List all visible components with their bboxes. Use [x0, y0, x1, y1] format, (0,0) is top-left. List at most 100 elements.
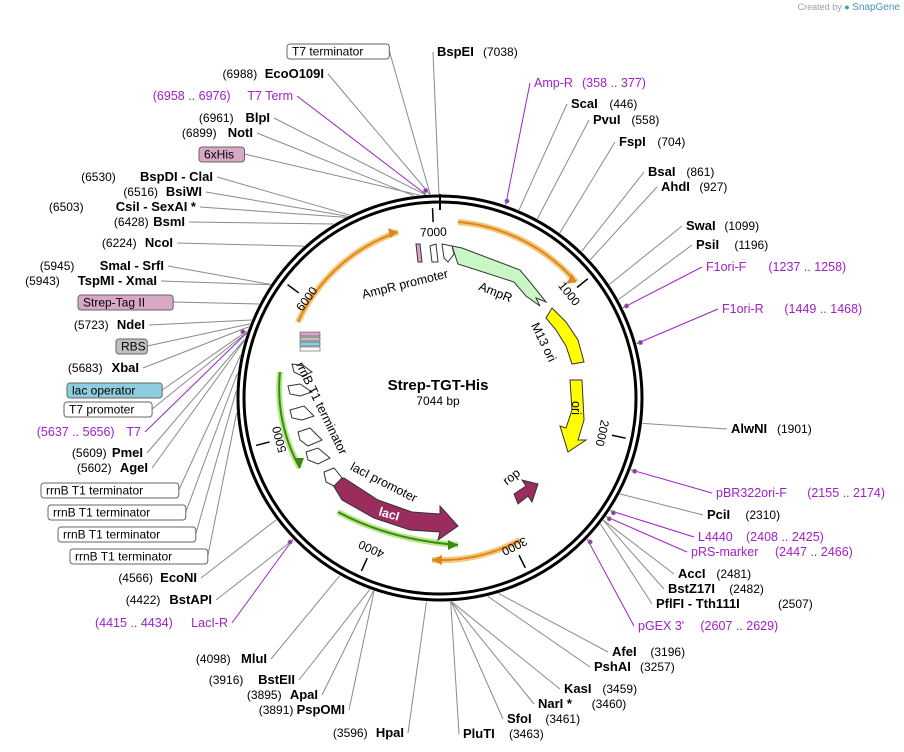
- feature-ampr: [451, 245, 548, 307]
- feature-small-1: [415, 243, 423, 263]
- site-name: PciI: [707, 507, 730, 522]
- site-name: EcoO109I: [265, 66, 324, 81]
- site-label: PmeI (5609): [72, 445, 143, 460]
- site-label: CsiI - SexAI * (6503): [49, 199, 197, 214]
- feature-box-label: rrnB T1 terminator: [63, 528, 160, 542]
- primer-range: (2155 .. 2174): [807, 486, 885, 500]
- site-name: CsiI - SexAI *: [116, 199, 197, 214]
- site-name: XbaI: [112, 360, 139, 375]
- site-label: BspDI - ClaI (6530): [81, 169, 213, 184]
- tick-4000: [360, 557, 368, 572]
- plasmid-size: 7044 bp: [416, 394, 460, 408]
- primer-marker: [504, 198, 510, 204]
- feature-laci: [329, 477, 459, 542]
- feature-cluster-strep: [299, 331, 321, 337]
- site-position: (6428): [114, 215, 149, 229]
- site-position: (3196): [650, 645, 685, 659]
- orf-arc-left: [295, 229, 399, 324]
- site-position: (1901): [777, 422, 812, 436]
- connector-line: [622, 266, 703, 309]
- site-position: (6961): [199, 111, 234, 125]
- connector-line: [321, 590, 374, 696]
- site-label: BspEI (7038): [437, 44, 518, 59]
- connector-line: [536, 119, 590, 219]
- feature-box: rrnB T1 terminator: [47, 504, 187, 521]
- site-name: AgeI: [120, 460, 148, 475]
- connector-line: [151, 332, 248, 410]
- primer-range: (5637 .. 5656): [37, 425, 115, 439]
- connector-line: [636, 308, 719, 345]
- connector-line: [148, 319, 252, 326]
- site-position: (5602): [77, 461, 112, 475]
- feature-rrnb-2: [287, 383, 314, 397]
- connector-lines: [142, 50, 728, 735]
- site-label: PshAI (3257): [594, 659, 675, 674]
- site-label: PciI (2310): [707, 507, 780, 522]
- primer-name: LacI-R: [191, 616, 228, 630]
- site-name: BstZ17I: [668, 581, 715, 596]
- site-label: SfoI (3461): [507, 711, 580, 726]
- primer-name: pGEX 3': [638, 619, 684, 633]
- feature-box: T7 promoter: [63, 401, 153, 418]
- primer-name: pBR322ori-F: [716, 486, 787, 500]
- connector-line: [207, 412, 238, 557]
- primer-label: LacI-R (4415 .. 4434): [95, 616, 228, 630]
- site-label: NotI (6899): [182, 125, 253, 140]
- site-position: (3459): [602, 682, 637, 696]
- site-position: (4566): [118, 571, 153, 585]
- feature-rrnb-5: [305, 447, 331, 465]
- site-position: (6530): [81, 170, 116, 184]
- primer-marker: [287, 539, 293, 545]
- tick-3000: [518, 554, 526, 569]
- feature-box-label: 6xHis: [204, 148, 234, 162]
- site-name: PspOMI: [297, 702, 345, 717]
- site-label: BstEII (3916): [209, 672, 295, 687]
- feature-box: RBS: [115, 338, 148, 355]
- primer-name: T7 Term: [247, 89, 293, 103]
- connector-line: [619, 493, 704, 516]
- site-name: PsiI: [696, 237, 719, 252]
- primer-marker: [587, 539, 593, 545]
- site-name: AlwNI: [731, 421, 767, 436]
- connector-line: [609, 225, 683, 285]
- site-position: (1196): [734, 238, 768, 252]
- site-name: EcoNI: [160, 570, 197, 585]
- tick-7000: [431, 208, 434, 223]
- site-name: FspI: [619, 134, 646, 149]
- tick-label-7000: 7000: [420, 225, 448, 240]
- site-label: ScaI (446): [571, 96, 637, 111]
- connector-line: [609, 510, 695, 538]
- site-position: (4422): [126, 593, 161, 607]
- feature-box-label: T7 terminator: [292, 45, 363, 59]
- site-position: (5683): [68, 361, 103, 375]
- feature-rop: [513, 479, 539, 505]
- site-label: NdeI (5723): [74, 317, 145, 332]
- primer-range: (2408 .. 2425): [746, 530, 824, 544]
- site-label: AhdI (927): [661, 179, 727, 194]
- connector-line: [176, 242, 304, 247]
- site-label: PluTI (3463): [463, 726, 544, 741]
- connector-line: [586, 538, 635, 627]
- connector-line: [216, 176, 350, 216]
- site-position: (7038): [483, 45, 518, 59]
- connector-line: [642, 422, 728, 430]
- connector-line: [270, 575, 341, 660]
- site-name: SwaI: [686, 218, 716, 233]
- site-position: (3463): [509, 727, 544, 741]
- connector-line: [146, 339, 245, 454]
- connector-line: [144, 332, 247, 433]
- site-name: PflFI - Tth111I: [656, 596, 740, 611]
- site-name: NdeI: [117, 317, 145, 332]
- feature-arrow-marker: [441, 243, 455, 263]
- site-label: PflFI - Tth111I (2507): [656, 596, 813, 611]
- orf-arc-left-core: [297, 231, 399, 323]
- site-name: SmaI - SrfI: [100, 258, 164, 273]
- snapgene-logo-icon: ●: [844, 2, 850, 12]
- connector-line: [256, 132, 414, 197]
- site-name: NotI: [228, 125, 253, 140]
- site-label: BsaI (861): [648, 164, 714, 179]
- feature-box: rrnB T1 terminator: [57, 526, 197, 543]
- site-name: AhdI: [661, 179, 690, 194]
- primer-name: F1ori-F: [706, 260, 747, 274]
